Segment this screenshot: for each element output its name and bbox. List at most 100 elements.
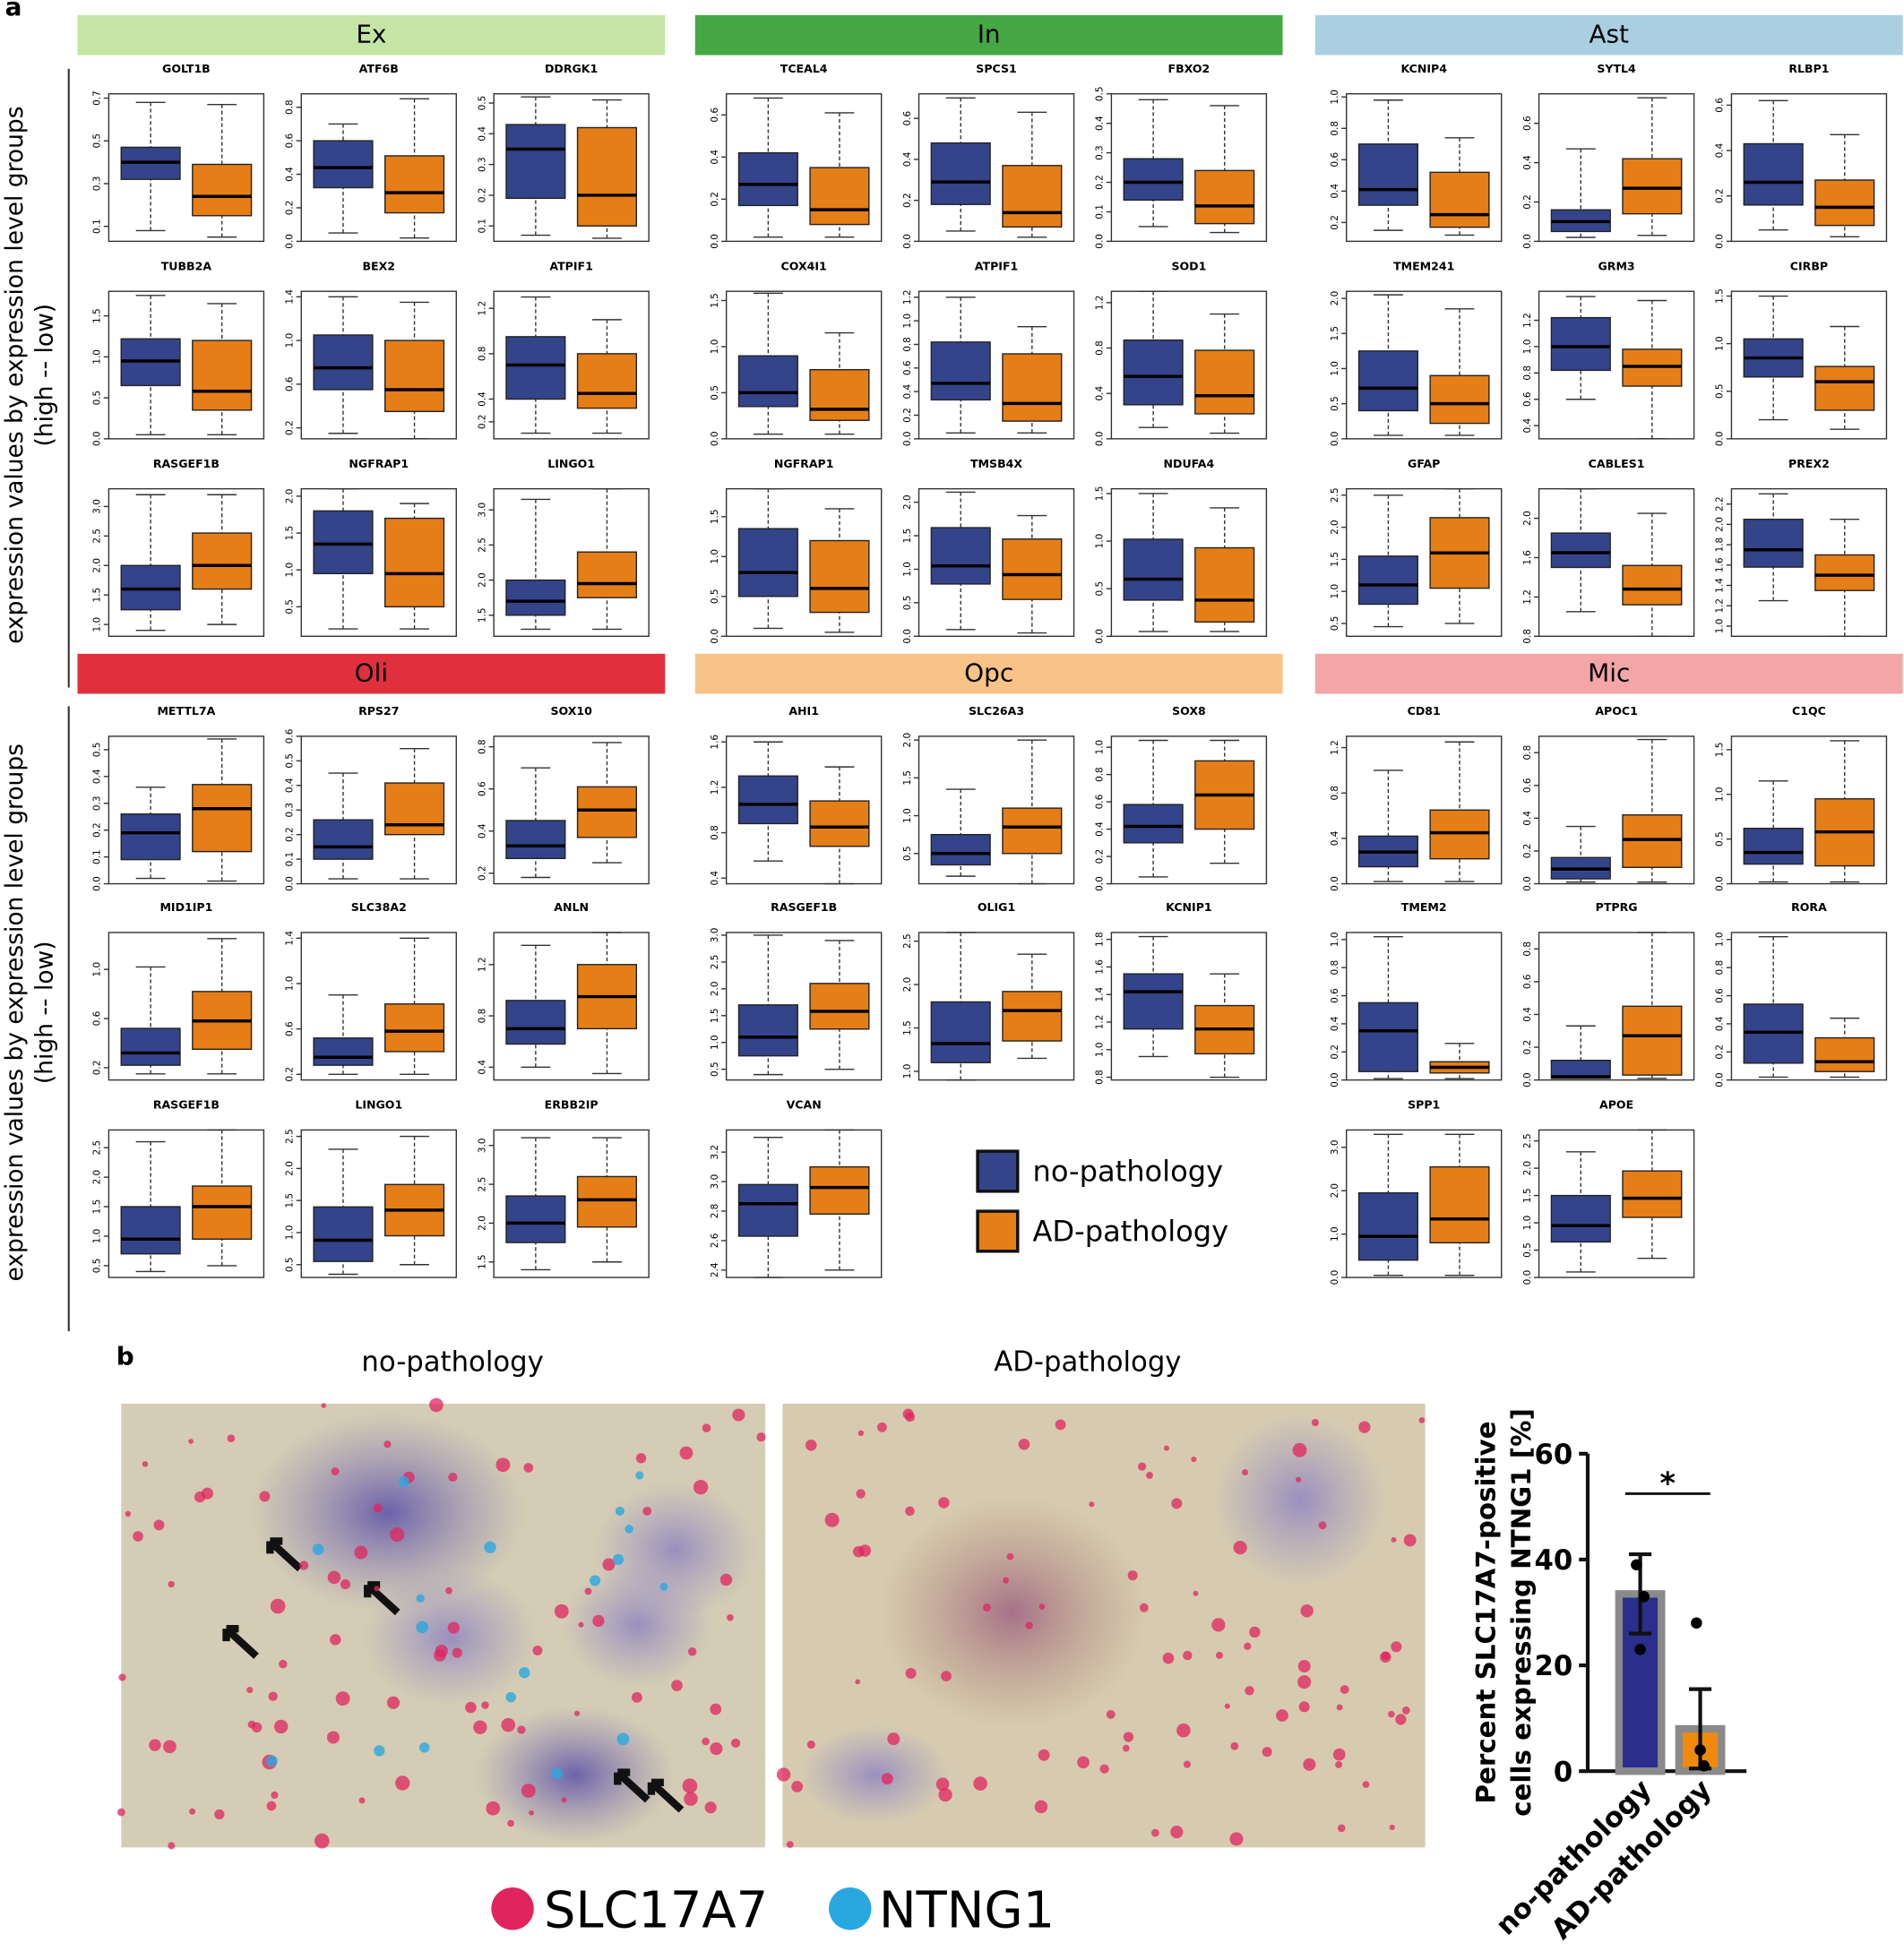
box	[576, 126, 638, 227]
dot	[1249, 1626, 1261, 1638]
gene-name: LINGO1	[547, 457, 595, 470]
y-tick-label: 1.0	[1715, 619, 1726, 634]
panel-label: b	[116, 1342, 134, 1371]
y-tick-label: 0.1	[92, 849, 103, 864]
dot	[1337, 1824, 1346, 1833]
cell-type-name: In	[978, 20, 1001, 49]
y-tick-label: 3.0	[710, 1174, 720, 1190]
y-tick-label: 2.0	[1522, 1161, 1533, 1176]
y-tick-label: 1.6	[1095, 959, 1106, 975]
box	[1194, 546, 1255, 623]
y-tick-label: 0.6	[1522, 975, 1533, 990]
y-tick-label: 0.4	[92, 769, 103, 784]
y-tick-label: 0.1	[1095, 204, 1106, 219]
y-tick-label: 0.5	[1330, 396, 1340, 411]
box	[576, 353, 638, 409]
dot	[642, 1506, 652, 1516]
y-tick-label: 0.4	[1522, 417, 1533, 433]
dot	[1176, 1723, 1191, 1738]
y-tick-label: 0.8	[1095, 1070, 1106, 1085]
dot	[1332, 1748, 1346, 1761]
gene-name: SLC26A3	[969, 704, 1024, 718]
plot-frame	[1110, 93, 1268, 243]
dot	[1418, 1417, 1426, 1423]
y-tick-label: 1.5	[1330, 326, 1340, 341]
y-tick-label: 0.8	[1522, 629, 1533, 644]
plot-frame	[108, 1129, 265, 1278]
box	[1429, 374, 1490, 425]
y-tick-label: 0.2	[92, 1061, 103, 1076]
dot	[1211, 1618, 1226, 1632]
gene-name: NDUFA4	[1164, 457, 1215, 470]
y-tick-label: 0.0	[92, 876, 103, 891]
data-point	[1694, 1744, 1706, 1756]
y-tick-label: 0.0	[1715, 234, 1726, 249]
dot	[612, 1553, 625, 1566]
y-tick-label: 0.5	[1330, 616, 1340, 632]
y-tick-label: 1.5	[284, 526, 295, 541]
dot	[1276, 1709, 1288, 1722]
dot	[1391, 1641, 1402, 1653]
dot	[1297, 1660, 1311, 1673]
box	[1550, 532, 1611, 569]
box	[809, 983, 870, 1030]
cell-type-header	[77, 653, 666, 694]
y-tick-label: 1.4	[284, 931, 295, 946]
dot	[448, 1472, 458, 1483]
dot	[416, 1594, 425, 1603]
gene-name: SYTL4	[1597, 62, 1636, 75]
box	[1002, 165, 1063, 228]
y-axis-label: expression values by expression level gr…	[1, 106, 29, 643]
y-tick-label: 2.0	[92, 1170, 103, 1185]
cell-type-name: Ex	[356, 20, 386, 49]
box	[737, 775, 798, 825]
y-tick-label: 0.6	[1522, 116, 1533, 131]
y-tick-label: 40	[1535, 1545, 1573, 1577]
y-tick-label: 1.0	[1095, 740, 1106, 755]
dot	[1244, 1642, 1252, 1650]
dot	[786, 1841, 794, 1848]
y-tick-label: 0.4	[1095, 821, 1106, 837]
y-tick-label: 1.5	[1522, 1188, 1533, 1203]
y-tick-label: 0.3	[92, 795, 103, 811]
y-tick-label: 0.6	[1522, 391, 1533, 407]
y-tick-label: 0.6	[902, 361, 913, 376]
dot	[887, 1732, 900, 1746]
y-tick-label: 0.0	[1095, 876, 1106, 891]
dot	[684, 1792, 698, 1806]
dot	[682, 1778, 698, 1793]
box	[1357, 143, 1418, 206]
y-tick-label: 0.8	[1330, 960, 1340, 976]
y-tick-label: 0.8	[710, 825, 720, 840]
dot	[507, 1819, 514, 1827]
y-tick-label: 2.5	[902, 933, 913, 949]
gene-name: RLBP1	[1788, 62, 1829, 75]
y-tick-label: 0.4	[1330, 830, 1340, 846]
gene-name: FBXO2	[1168, 62, 1210, 75]
y-tick-label: 1.4	[284, 289, 295, 305]
y-tick-label: 1.8	[1715, 537, 1726, 553]
gene-name: RASGEF1B	[153, 1098, 220, 1112]
y-tick-label: 0.0	[1715, 876, 1726, 891]
plot-frame	[725, 290, 883, 440]
y-tick-label: 1.0	[1715, 336, 1726, 351]
dot	[1224, 1703, 1230, 1709]
plot-frame	[493, 735, 650, 885]
data-point	[1691, 1617, 1702, 1629]
dot	[616, 1732, 630, 1746]
y-tick-label: 0.4	[1330, 1016, 1340, 1031]
dot	[519, 1667, 530, 1679]
dot	[973, 1776, 987, 1791]
plot-frame	[108, 932, 265, 1081]
box	[192, 163, 253, 217]
gene-name: PTPRG	[1596, 900, 1638, 914]
dot	[1034, 1800, 1048, 1814]
dot	[447, 1621, 460, 1634]
y-tick-label: 0.0	[1095, 234, 1106, 249]
y-tick-label: 2.0	[710, 982, 720, 997]
gene-name: CD81	[1408, 704, 1441, 718]
cell-type-name: Mic	[1588, 658, 1630, 688]
y-tick-label: 2.0	[902, 733, 913, 748]
y-tick-label: 2.0	[477, 1216, 487, 1231]
y-tick-label: 0.5	[1715, 383, 1726, 399]
